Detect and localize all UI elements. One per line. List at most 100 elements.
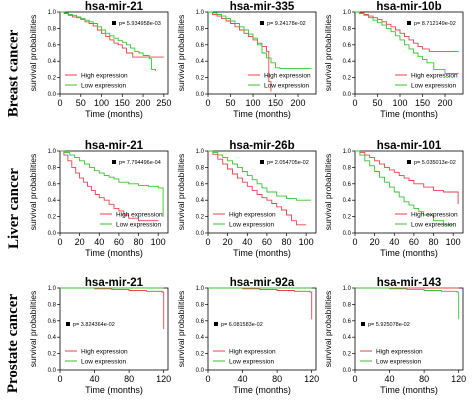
survival-curve-low: [60, 150, 164, 217]
legend-label: Low expression: [81, 83, 127, 90]
x-tick-label: 100: [94, 98, 109, 108]
x-tick-label: 100: [299, 237, 314, 247]
x-tick-label: 0: [57, 98, 62, 108]
y-tick-label: 0.6: [196, 319, 205, 325]
panel-title: hsa-mir-21: [85, 140, 144, 152]
y-tick-label: 0.0: [196, 92, 205, 98]
plot-frame: [354, 150, 464, 234]
x-tick-label: 80: [282, 237, 292, 247]
y-tick-label: 0.2: [196, 215, 205, 221]
y-tick-label: 0.2: [48, 352, 57, 358]
x-tick-label: 150: [268, 98, 283, 108]
x-tick-label: 100: [245, 98, 260, 108]
panel-title: hsa-mir-26b: [229, 140, 294, 152]
y-tick-label: 0.8: [48, 165, 57, 171]
x-axis-label: Time (months): [380, 248, 438, 258]
x-tick-label: 60: [409, 237, 419, 247]
y-axis-label: survival probabilities: [176, 154, 186, 231]
y-tick-label: 0.2: [343, 352, 352, 358]
panel-title: hsa-mir-335: [230, 1, 295, 13]
p-value-marker: [407, 160, 411, 164]
km-panel-1: hsa-mir-21 0.0 0.2 0.4 0.6 0.8 1.0 0 50 100 150 200…: [28, 1, 171, 119]
km-panel-5: hsa-mir-26b 0.0 0.2 0.4 0.6 0.8 1.0 0 20 40 60 80 10…: [176, 140, 317, 258]
y-tick-label: 0.6: [343, 43, 352, 49]
km-panel-9: hsa-mir-143 0.0 0.2 0.4 0.6 0.8 1.0 0 40 80 120 Tim…: [323, 277, 466, 395]
survival-curve-low: [208, 150, 312, 201]
x-tick-label: 150: [115, 98, 130, 108]
survival-curve-low: [355, 287, 460, 320]
x-tick-label: 0: [57, 374, 62, 384]
x-tick-label: 80: [429, 237, 439, 247]
x-tick-label: 0: [57, 237, 62, 247]
panel-title: hsa-mir-101: [377, 140, 442, 152]
y-axis-label: survival probabilities: [323, 291, 333, 368]
survival-curve-low: [208, 11, 312, 70]
x-tick-label: 120: [156, 374, 171, 384]
x-tick-label: 50: [372, 98, 382, 108]
x-axis-label: Time (months): [380, 385, 438, 395]
y-tick-label: 0.0: [48, 368, 57, 374]
p-value-marker: [66, 322, 70, 326]
y-axis-label: survival probabilities: [28, 154, 38, 231]
x-axis-label: Time (months): [380, 109, 438, 119]
x-tick-label: 40: [90, 374, 100, 384]
y-tick-label: 0.4: [343, 198, 352, 204]
y-tick-label: 0.8: [343, 165, 352, 171]
x-tick-label: 40: [94, 237, 104, 247]
legend-label: Low expression: [229, 359, 275, 366]
y-tick-label: 0.4: [196, 59, 205, 65]
x-tick-label: 40: [385, 374, 395, 384]
p-value-text: p= 8.712149e-02: [414, 21, 456, 27]
legend-label: High expression: [81, 349, 128, 356]
y-axis-label: survival probabilities: [323, 15, 333, 92]
legend-label: High expression: [116, 212, 163, 219]
p-value-marker: [260, 160, 264, 164]
legend-label: High expression: [81, 73, 128, 80]
x-tick-label: 120: [451, 374, 466, 384]
y-tick-label: 0.6: [343, 319, 352, 325]
km-panel-2: hsa-mir-335 0.0 0.2 0.4 0.6 0.8 1.0 0 50 100 150 20…: [176, 1, 317, 119]
x-tick-label: 80: [272, 374, 282, 384]
p-value-marker: [407, 21, 411, 25]
x-axis-label: Time (months): [233, 109, 291, 119]
y-tick-label: 1.0: [196, 286, 205, 292]
y-tick-label: 0.4: [48, 335, 57, 341]
x-tick-label: 0: [205, 237, 210, 247]
y-tick-label: 0.2: [196, 76, 205, 82]
x-tick-label: 0: [205, 374, 210, 384]
km-panel-3: hsa-mir-10b 0.0 0.2 0.4 0.6 0.8 1.0 0 50 100 150 20…: [323, 1, 464, 119]
p-value-text: p= 7.794496e-04: [119, 160, 161, 166]
y-tick-label: 0.4: [48, 59, 57, 65]
x-tick-label: 80: [419, 374, 429, 384]
km-panel-7: hsa-mir-21 0.0 0.2 0.4 0.6 0.8 1.0 0 40 80 120 Time…: [28, 277, 171, 395]
y-tick-label: 0.4: [196, 198, 205, 204]
x-tick-label: 20: [223, 237, 233, 247]
x-tick-label: 200: [136, 98, 151, 108]
km-panel-4: hsa-mir-21 0.0 0.2 0.4 0.6 0.8 1.0 0 20 40 60 80 100…: [28, 140, 169, 258]
survival-curve-high: [208, 150, 307, 226]
plot-frame: [59, 11, 169, 95]
plot-frame: [354, 11, 464, 95]
y-axis-label: survival probabilities: [28, 15, 38, 92]
y-tick-label: 0.8: [48, 26, 57, 32]
plot-frame: [59, 150, 169, 234]
plot-frame: [207, 11, 317, 95]
y-tick-label: 0.6: [48, 182, 57, 188]
y-tick-label: 0.0: [196, 231, 205, 237]
survival-curve-low: [355, 150, 454, 226]
y-axis-label: survival probabilities: [28, 291, 38, 368]
x-tick-label: 150: [415, 98, 430, 108]
y-tick-label: 0.0: [48, 231, 57, 237]
x-tick-label: 0: [352, 98, 357, 108]
survival-curve-high: [355, 150, 459, 205]
y-tick-label: 0.4: [343, 335, 352, 341]
x-tick-label: 20: [370, 237, 380, 247]
x-tick-label: 50: [225, 98, 235, 108]
panel-title: hsa-mir-143: [377, 277, 442, 289]
x-tick-label: 200: [290, 98, 305, 108]
p-value-text: p= 2.054705e-02: [267, 160, 309, 166]
y-tick-label: 0.4: [343, 59, 352, 65]
legend-label: High expression: [229, 212, 276, 219]
